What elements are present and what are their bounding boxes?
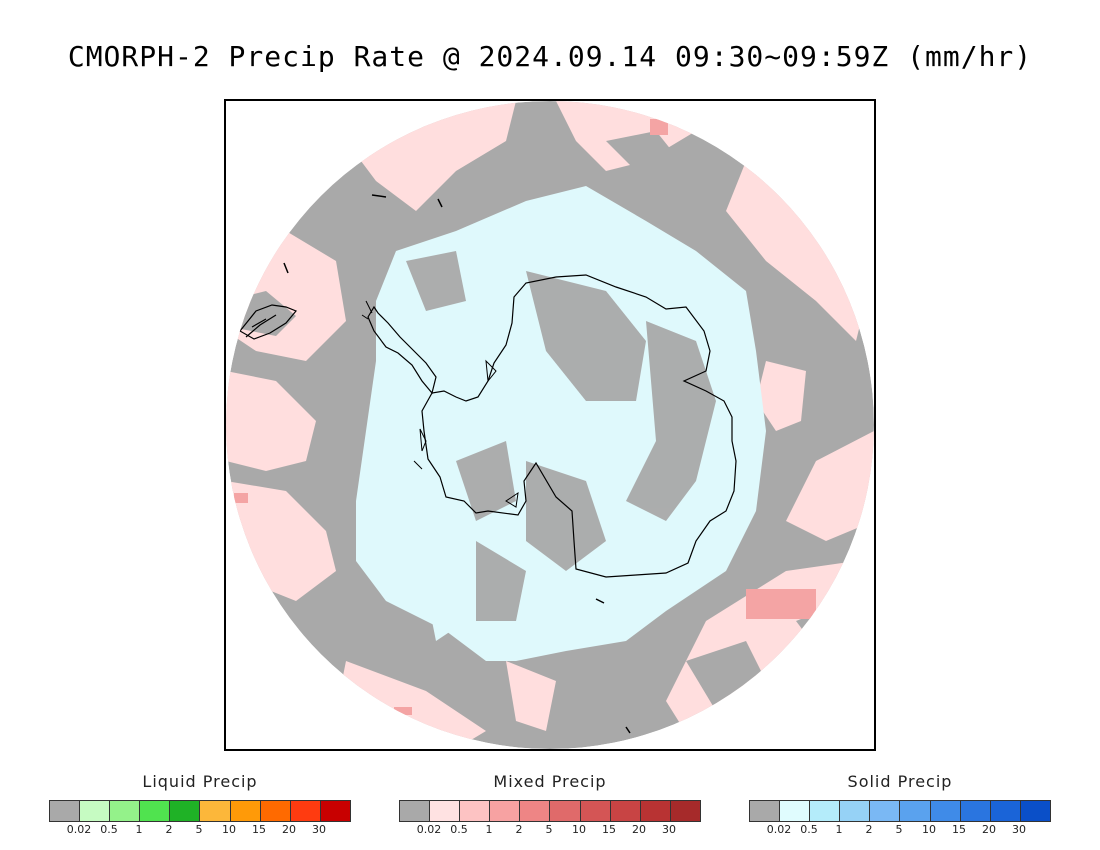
legend-tick-label: 0.02 <box>66 823 92 836</box>
legend-swatch <box>840 801 871 821</box>
legend-swatch <box>430 801 461 821</box>
solid-color-bar <box>749 800 1051 822</box>
legend-swatch <box>260 801 291 821</box>
legend-tick-label: 2 <box>165 823 173 836</box>
liquid-tick-labels: 0.02 0.5 1 2 5 10 15 20 30 <box>49 822 351 836</box>
legend-tick-label: 5 <box>895 823 903 836</box>
legend-tick-label: 15 <box>252 823 266 836</box>
legend-tick-label: 30 <box>312 823 326 836</box>
legend-swatch <box>490 801 521 821</box>
south-america-tip <box>239 304 297 340</box>
legend-swatch <box>50 801 81 821</box>
solid-precip-legend: Solid Precip 0.02 0.5 1 2 5 10 15 20 30 <box>749 772 1051 836</box>
legend-tick-label: 20 <box>632 823 646 836</box>
legend-swatch <box>750 801 781 821</box>
legend-tick-label: 15 <box>602 823 616 836</box>
mixed-color-bar <box>399 800 701 822</box>
legend-swatch <box>170 801 201 821</box>
liquid-legend-title: Liquid Precip <box>142 772 258 791</box>
legend-tick-label: 5 <box>195 823 203 836</box>
legend-swatch <box>960 801 991 821</box>
legend-swatch <box>900 801 931 821</box>
legend-tick-label: 2 <box>515 823 523 836</box>
mixed-legend-title: Mixed Precip <box>493 772 607 791</box>
solid-legend-title: Solid Precip <box>847 772 953 791</box>
legend-tick-label: 10 <box>572 823 586 836</box>
polar-precip-map <box>224 99 876 751</box>
liquid-color-bar <box>49 800 351 822</box>
small-islands <box>361 300 519 508</box>
antarctic-peninsula <box>367 305 437 395</box>
legend-swatch <box>140 801 171 821</box>
legend-swatch <box>1020 801 1050 821</box>
legend-tick-label: 0.02 <box>416 823 442 836</box>
legend-swatch <box>930 801 961 821</box>
legend-tick-label: 20 <box>282 823 296 836</box>
legend-tick-label: 2 <box>865 823 873 836</box>
legend-swatch <box>640 801 671 821</box>
antarctica-coastline <box>421 274 737 578</box>
legend-tick-label: 0.5 <box>800 823 818 836</box>
mixed-tick-labels: 0.02 0.5 1 2 5 10 15 20 30 <box>399 822 701 836</box>
legend-swatch <box>520 801 551 821</box>
legend-tick-label: 10 <box>922 823 936 836</box>
heavier-mixed-cells <box>234 119 816 715</box>
legend-tick-label: 0.02 <box>766 823 792 836</box>
legend-tick-label: 1 <box>135 823 143 836</box>
legend-swatch <box>80 801 111 821</box>
legend-tick-label: 0.5 <box>450 823 468 836</box>
legend-swatch <box>780 801 811 821</box>
gray-streaks <box>406 251 716 621</box>
legend-tick-label: 15 <box>952 823 966 836</box>
map-title: CMORPH-2 Precip Rate @ 2024.09.14 09:30~… <box>67 40 1033 73</box>
legend-swatch <box>810 801 841 821</box>
legend-tick-label: 1 <box>485 823 493 836</box>
legend-tick-label: 5 <box>545 823 553 836</box>
mixed-precip-legend: Mixed Precip 0.02 0.5 1 2 5 10 15 20 30 <box>399 772 701 836</box>
legend-tick-label: 30 <box>1012 823 1026 836</box>
legend-swatch <box>290 801 321 821</box>
legend-swatch <box>990 801 1021 821</box>
legend-swatch <box>320 801 350 821</box>
legend-tick-label: 30 <box>662 823 676 836</box>
coastline-fragments <box>283 194 631 734</box>
legend-swatch <box>110 801 141 821</box>
legend-swatch <box>670 801 700 821</box>
legend-swatch <box>400 801 431 821</box>
legend-swatch <box>550 801 581 821</box>
legend-tick-label: 1 <box>835 823 843 836</box>
legend-swatch <box>200 801 231 821</box>
legend-swatch <box>460 801 491 821</box>
solid-precip-regions <box>356 186 766 661</box>
solid-tick-labels: 0.02 0.5 1 2 5 10 15 20 30 <box>749 822 1051 836</box>
legend-tick-label: 0.5 <box>100 823 118 836</box>
legend-swatch <box>580 801 611 821</box>
liquid-precip-legend: Liquid Precip 0.02 0.5 1 2 5 10 15 20 30 <box>49 772 351 836</box>
legend-swatch <box>230 801 261 821</box>
legend-swatch <box>610 801 641 821</box>
legend-swatch <box>870 801 901 821</box>
legend-tick-label: 10 <box>222 823 236 836</box>
legend-tick-label: 20 <box>982 823 996 836</box>
